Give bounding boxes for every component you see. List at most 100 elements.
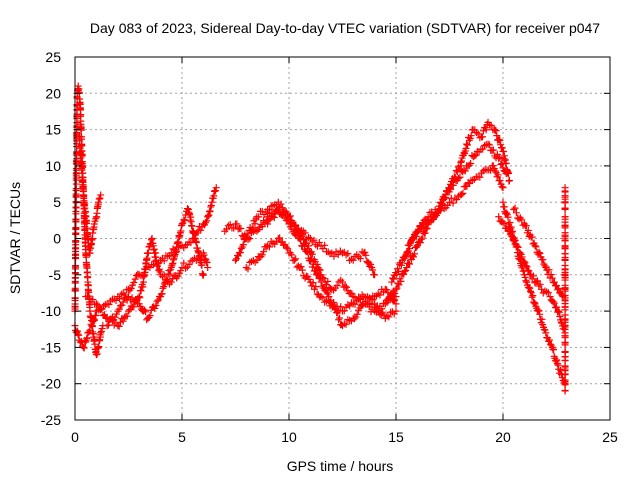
data-point	[530, 299, 538, 307]
data-point	[554, 361, 562, 369]
data-point	[457, 157, 465, 165]
data-point	[94, 344, 102, 352]
data-point	[154, 296, 162, 304]
data-point	[94, 301, 102, 309]
data-point	[506, 219, 514, 227]
data-point	[390, 275, 398, 283]
x-axis-title: GPS time / hours	[287, 458, 394, 474]
y-tick-label: 0	[53, 231, 61, 247]
data-point	[344, 250, 352, 258]
data-point	[561, 341, 569, 349]
data-point	[495, 155, 503, 163]
data-point	[105, 300, 113, 308]
data-point	[112, 296, 120, 304]
data-point	[290, 256, 298, 264]
data-point	[83, 334, 91, 342]
y-tick-label: -25	[41, 412, 61, 428]
data-point	[527, 287, 535, 295]
data-point	[561, 205, 569, 213]
data-point	[406, 245, 414, 253]
data-point	[270, 214, 278, 222]
data-point	[77, 111, 85, 119]
data-point	[516, 249, 524, 257]
data-point	[561, 222, 569, 230]
data-point	[547, 271, 555, 279]
data-point	[321, 241, 329, 249]
data-point	[154, 260, 162, 268]
data-point	[199, 271, 207, 279]
data-point	[95, 343, 103, 351]
data-point	[236, 249, 244, 257]
data-point	[512, 209, 520, 217]
data-point	[373, 302, 381, 310]
data-point	[146, 312, 154, 320]
data-point	[277, 200, 285, 208]
data-point	[449, 199, 457, 207]
data-point	[462, 144, 470, 152]
data-point	[446, 198, 453, 206]
data-point	[521, 273, 529, 281]
data-point	[536, 280, 544, 288]
data-point	[361, 248, 369, 256]
y-tick-label: 10	[45, 158, 61, 174]
data-point	[505, 227, 513, 235]
data-point	[286, 212, 294, 220]
y-tick-label: 20	[45, 85, 61, 101]
data-point	[96, 194, 104, 202]
data-point	[74, 330, 82, 338]
data-point	[104, 321, 112, 329]
data-point	[77, 126, 85, 134]
data-point	[163, 277, 171, 285]
data-point	[525, 267, 533, 275]
data-point	[81, 338, 89, 346]
data-point	[529, 292, 537, 300]
data-point	[498, 183, 506, 191]
data-point	[258, 251, 266, 259]
data-point	[561, 325, 569, 333]
x-tick-labels: 0 5 10 15 20 25	[71, 429, 618, 445]
data-point	[499, 198, 507, 206]
data-point	[265, 216, 273, 224]
data-point	[264, 220, 272, 228]
data-point	[495, 213, 503, 221]
data-point	[367, 300, 375, 308]
data-point	[511, 236, 519, 244]
data-point	[255, 213, 263, 221]
data-point	[353, 310, 361, 318]
data-point	[128, 294, 136, 302]
data-point	[397, 261, 405, 269]
data-point	[479, 133, 487, 141]
data-point	[204, 212, 212, 220]
data-point	[428, 208, 436, 216]
data-point	[456, 162, 464, 170]
data-point	[75, 331, 83, 339]
data-point	[156, 268, 164, 276]
data-point	[304, 242, 312, 250]
data-point	[163, 275, 171, 283]
data-point	[472, 129, 480, 137]
data-point	[487, 166, 495, 174]
data-point	[210, 192, 218, 200]
data-point	[440, 194, 448, 202]
data-point	[167, 249, 175, 257]
data-point	[553, 360, 561, 368]
data-point	[376, 291, 384, 299]
data-point	[207, 203, 215, 211]
data-point	[538, 315, 546, 323]
data-point	[135, 293, 143, 301]
data-point	[324, 277, 332, 285]
data-point	[83, 335, 91, 343]
data-point	[80, 343, 88, 351]
data-point	[316, 266, 324, 274]
data-point	[248, 225, 256, 233]
data-point	[203, 217, 211, 225]
data-point	[503, 209, 511, 217]
data-point	[96, 306, 104, 314]
data-point	[532, 243, 540, 251]
x-tick-label: 10	[281, 429, 297, 445]
data-point	[493, 132, 501, 140]
data-point	[251, 220, 259, 228]
data-point	[239, 241, 247, 249]
data-point	[535, 248, 543, 256]
data-point	[410, 253, 418, 261]
